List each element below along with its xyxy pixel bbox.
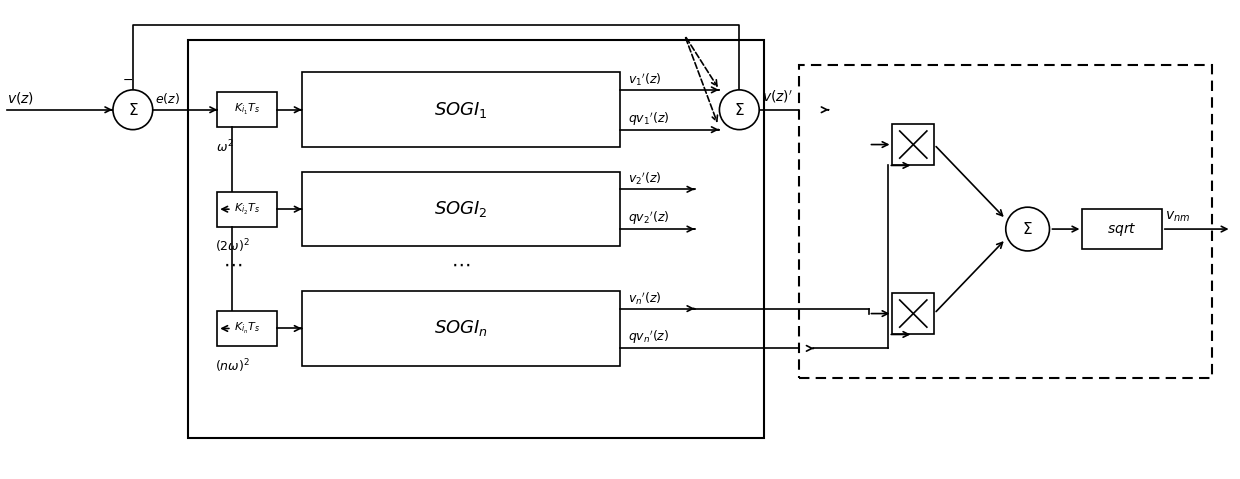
- Text: $K_{i_2}T_s$: $K_{i_2}T_s$: [234, 202, 260, 217]
- Bar: [1083, 209, 1162, 249]
- Bar: [799, 65, 1211, 378]
- Text: $qv_n{}'(z)$: $qv_n{}'(z)$: [627, 329, 670, 346]
- Circle shape: [1006, 207, 1049, 251]
- Text: $K_{i_1}T_s$: $K_{i_1}T_s$: [234, 102, 260, 117]
- Text: $v_n{}'(z)$: $v_n{}'(z)$: [627, 290, 661, 307]
- Text: $SOGI_1$: $SOGI_1$: [434, 100, 487, 120]
- Text: $(2\omega)^2$: $(2\omega)^2$: [215, 238, 249, 255]
- Text: $-$: $-$: [123, 73, 134, 86]
- Text: $v_2{}'(z)$: $v_2{}'(z)$: [627, 171, 661, 187]
- Bar: [217, 92, 277, 127]
- Text: $\omega^2$: $\omega^2$: [217, 139, 234, 155]
- Text: $v_1{}'(z)$: $v_1{}'(z)$: [627, 71, 661, 88]
- Bar: [301, 291, 620, 366]
- Text: $\cdots$: $\cdots$: [451, 254, 470, 274]
- Text: $(n\omega)^2$: $(n\omega)^2$: [215, 357, 249, 375]
- Bar: [217, 311, 277, 346]
- Bar: [893, 293, 934, 334]
- Bar: [301, 72, 620, 147]
- Text: $v_{nm}$: $v_{nm}$: [1164, 210, 1190, 224]
- Text: $\cdots$: $\cdots$: [223, 254, 242, 274]
- Bar: [893, 124, 934, 165]
- Bar: [217, 192, 277, 227]
- Text: $SOGI_2$: $SOGI_2$: [434, 199, 487, 219]
- Text: $\Sigma$: $\Sigma$: [1022, 221, 1033, 237]
- Text: $qv_1{}'(z)$: $qv_1{}'(z)$: [627, 110, 670, 127]
- Text: $qv_2{}'(z)$: $qv_2{}'(z)$: [627, 210, 670, 227]
- Text: $\Sigma$: $\Sigma$: [734, 102, 744, 118]
- Circle shape: [719, 90, 759, 130]
- Bar: [301, 172, 620, 247]
- Text: $e(z)$: $e(z)$: [155, 91, 180, 106]
- Circle shape: [113, 90, 153, 130]
- Text: $\Sigma$: $\Sigma$: [128, 102, 138, 118]
- Text: $SOGI_n$: $SOGI_n$: [434, 319, 487, 339]
- Text: $sqrt$: $sqrt$: [1107, 220, 1137, 238]
- Text: $v(z)'$: $v(z)'$: [763, 89, 794, 105]
- Text: $K_{i_n}T_s$: $K_{i_n}T_s$: [234, 321, 260, 336]
- Text: $v(z)$: $v(z)$: [6, 90, 33, 106]
- Bar: [187, 40, 764, 438]
